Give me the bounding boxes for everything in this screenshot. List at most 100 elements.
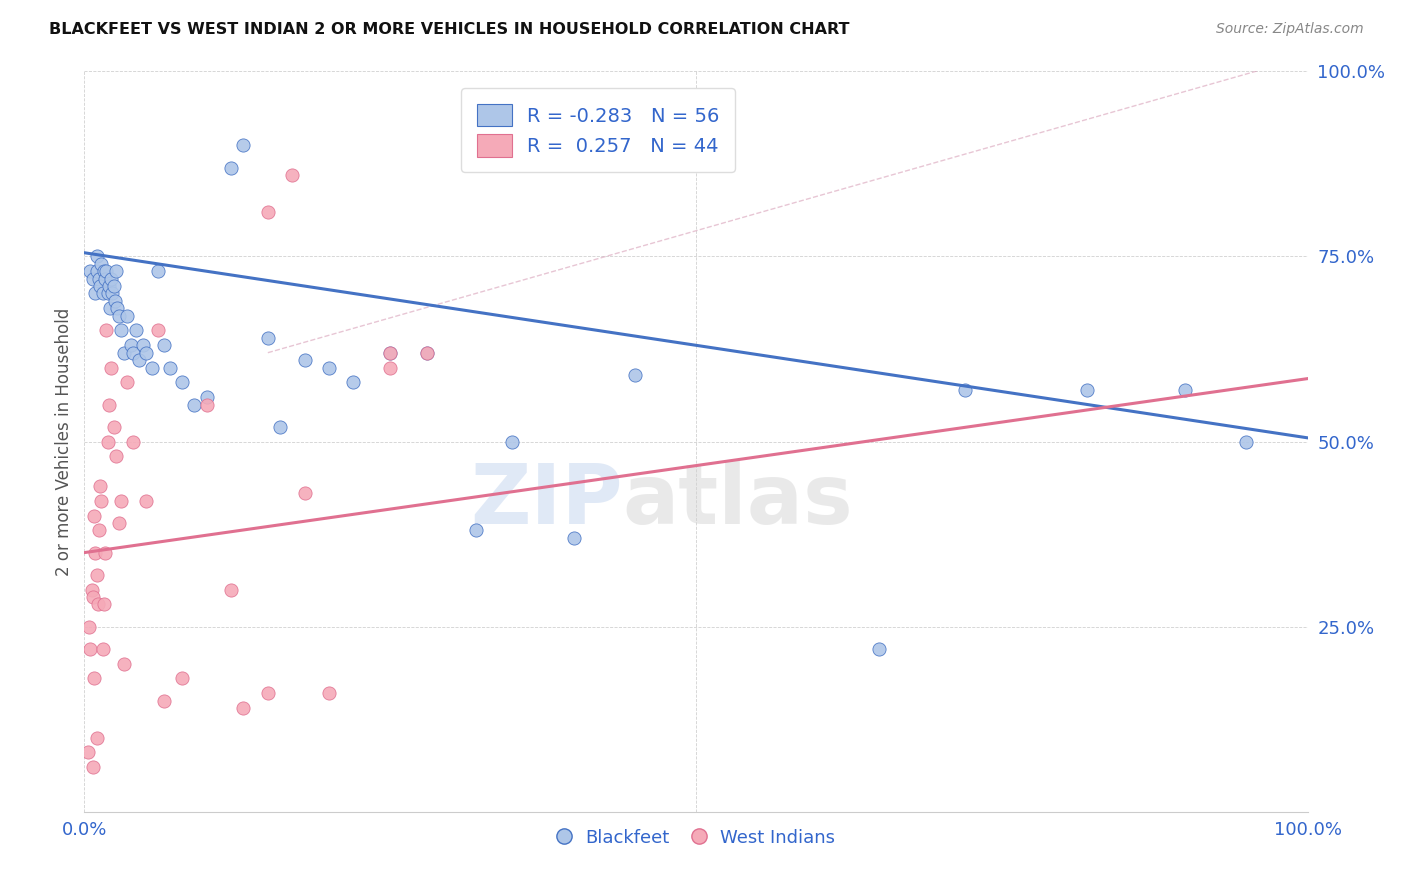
Point: [82, 760, 104, 774]
Point: [219, 161, 242, 175]
Point: [195, 390, 218, 404]
Point: [953, 383, 976, 397]
Point: [89, 479, 111, 493]
Text: ZIP: ZIP: [470, 460, 623, 541]
Point: [416, 345, 439, 359]
Point: [87, 271, 110, 285]
Point: [86, 264, 108, 278]
Point: [97, 434, 120, 449]
Point: [96, 264, 118, 278]
Point: [112, 345, 135, 359]
Point: [146, 324, 169, 338]
Point: [869, 641, 891, 656]
Point: [380, 345, 402, 359]
Point: [219, 582, 242, 597]
Point: [294, 353, 316, 368]
Point: [281, 168, 304, 182]
Point: [86, 567, 108, 582]
Point: [115, 376, 138, 390]
Point: [1174, 383, 1197, 397]
Point: [172, 376, 194, 390]
Text: BLACKFEET VS WEST INDIAN 2 OR MORE VEHICLES IN HOUSEHOLD CORRELATION CHART: BLACKFEET VS WEST INDIAN 2 OR MORE VEHIC…: [49, 22, 849, 37]
Point: [101, 286, 124, 301]
Point: [77, 619, 100, 633]
Point: [93, 598, 115, 612]
Point: [172, 672, 194, 686]
Point: [90, 257, 112, 271]
Point: [104, 293, 127, 308]
Point: [125, 324, 148, 338]
Point: [257, 205, 280, 219]
Point: [107, 309, 129, 323]
Point: [83, 508, 105, 523]
Point: [86, 731, 108, 745]
Point: [257, 686, 280, 700]
Point: [84, 546, 107, 560]
Point: [110, 493, 132, 508]
Point: [120, 338, 142, 352]
Point: [110, 324, 132, 338]
Point: [96, 324, 118, 338]
Point: [103, 279, 125, 293]
Point: [105, 264, 128, 278]
Point: [91, 641, 114, 656]
Point: [141, 360, 163, 375]
Text: atlas: atlas: [623, 460, 853, 541]
Point: [97, 279, 120, 293]
Point: [103, 419, 125, 434]
Point: [122, 434, 145, 449]
Point: [82, 590, 104, 604]
Point: [269, 419, 291, 434]
Point: [89, 279, 111, 293]
Point: [232, 701, 254, 715]
Point: [153, 694, 176, 708]
Point: [232, 138, 254, 153]
Point: [97, 286, 120, 301]
Point: [82, 271, 104, 285]
Point: [79, 264, 101, 278]
Point: [318, 360, 340, 375]
Point: [502, 434, 524, 449]
Point: [80, 582, 103, 597]
Point: [77, 746, 100, 760]
Point: [135, 493, 157, 508]
Point: [105, 450, 128, 464]
Point: [380, 345, 402, 359]
Text: Source: ZipAtlas.com: Source: ZipAtlas.com: [1216, 22, 1364, 37]
Point: [84, 286, 107, 301]
Point: [132, 338, 155, 352]
Point: [146, 264, 169, 278]
Point: [380, 360, 402, 375]
Point: [342, 376, 364, 390]
Point: [91, 286, 114, 301]
Point: [195, 398, 218, 412]
Point: [464, 524, 486, 538]
Point: [115, 309, 138, 323]
Point: [87, 524, 110, 538]
Point: [87, 598, 110, 612]
Point: [1076, 383, 1098, 397]
Point: [135, 345, 157, 359]
Point: [562, 531, 585, 545]
Point: [416, 345, 439, 359]
Point: [153, 338, 176, 352]
Point: [94, 271, 117, 285]
Point: [159, 360, 181, 375]
Point: [128, 353, 150, 368]
Y-axis label: 2 or more Vehicles in Household: 2 or more Vehicles in Household: [55, 308, 73, 575]
Point: [83, 672, 105, 686]
Point: [257, 331, 280, 345]
Legend: Blackfeet, West Indians: Blackfeet, West Indians: [550, 822, 842, 855]
Point: [1236, 434, 1258, 449]
Point: [90, 493, 112, 508]
Point: [107, 516, 129, 530]
Point: [105, 301, 128, 316]
Point: [122, 345, 145, 359]
Point: [97, 398, 120, 412]
Point: [112, 657, 135, 671]
Point: [86, 250, 108, 264]
Point: [624, 368, 647, 382]
Point: [94, 546, 117, 560]
Point: [79, 641, 101, 656]
Point: [318, 686, 340, 700]
